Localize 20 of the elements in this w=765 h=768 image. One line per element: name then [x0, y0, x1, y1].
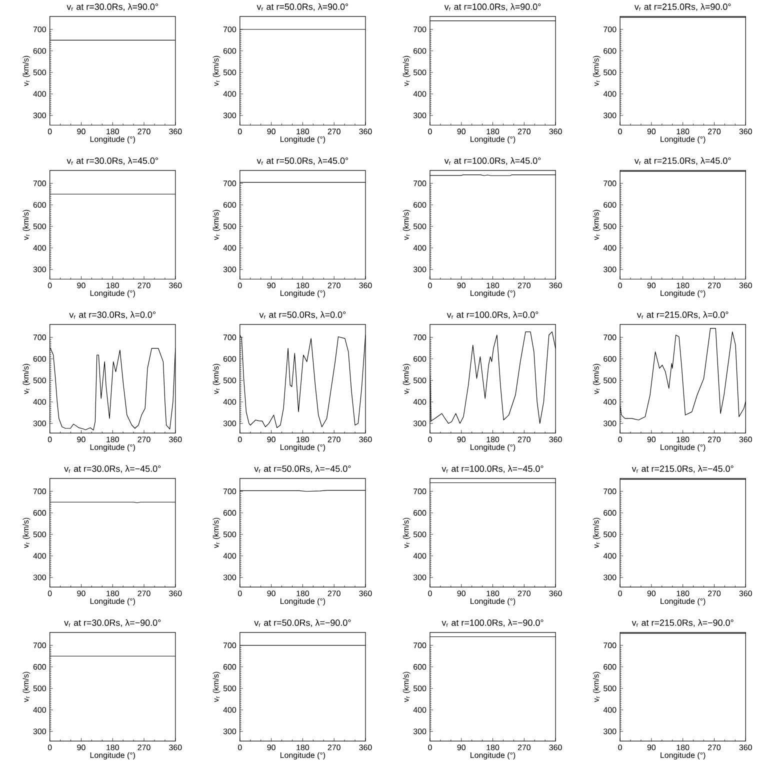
chart-title: v$_{r}$ at r=30.0Rs, λ=−90.0° [64, 619, 160, 627]
chart-title: v$_{r}$ at r=100.0Rs, λ=90.0° [444, 3, 540, 11]
chart-title: v$_{r}$ at r=100.0Rs, λ=−45.0° [442, 465, 544, 473]
chart-title: v$_{r}$ at r=215.0Rs, λ=90.0° [634, 3, 730, 11]
chart-title: v$_{r}$ at r=215.0Rs, λ=45.0° [634, 157, 730, 165]
chart-title: v$_{r}$ at r=30.0Rs, λ=90.0° [66, 3, 158, 11]
chart-title: v$_{r}$ at r=100.0Rs, λ=−90.0° [442, 619, 544, 627]
chart-title: v$_{r}$ at r=50.0Rs, λ=90.0° [256, 3, 348, 11]
chart-title: v$_{r}$ at r=50.0Rs, λ=45.0° [256, 157, 348, 165]
chart-title: v$_{r}$ at r=30.0Rs, λ=−45.0° [64, 465, 160, 473]
chart-title: v$_{r}$ at r=50.0Rs, λ=0.0° [259, 311, 346, 319]
chart-title: v$_{r}$ at r=100.0Rs, λ=0.0° [446, 311, 538, 319]
chart-title: v$_{r}$ at r=30.0Rs, λ=0.0° [68, 311, 156, 319]
chart-title: v$_{r}$ at r=215.0Rs, λ=−90.0° [632, 619, 734, 627]
chart-title: v$_{r}$ at r=50.0Rs, λ=−45.0° [254, 465, 350, 473]
chart-title: v$_{r}$ at r=100.0Rs, λ=45.0° [444, 157, 540, 165]
chart-title: v$_{r}$ at r=50.0Rs, λ=−90.0° [254, 619, 350, 627]
chart-title: v$_{r}$ at r=215.0Rs, λ=−45.0° [632, 465, 734, 473]
chart-title: v$_{r}$ at r=215.0Rs, λ=0.0° [636, 311, 728, 319]
chart-title: v$_{r}$ at r=30.0Rs, λ=45.0° [66, 157, 158, 165]
